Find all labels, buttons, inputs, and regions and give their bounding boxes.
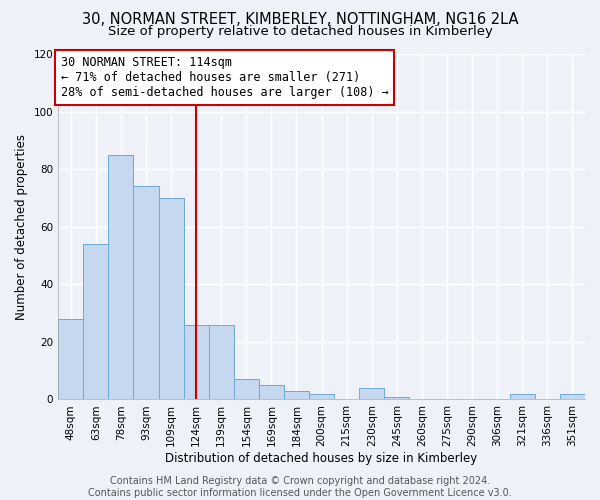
Text: Contains HM Land Registry data © Crown copyright and database right 2024.
Contai: Contains HM Land Registry data © Crown c… [88,476,512,498]
Bar [209,324,234,400]
X-axis label: Distribution of detached houses by size in Kimberley: Distribution of detached houses by size … [166,452,478,465]
Bar [184,324,209,400]
Bar [109,155,133,400]
Bar [83,244,109,400]
Bar [510,394,535,400]
Bar [158,198,184,400]
Text: Size of property relative to detached houses in Kimberley: Size of property relative to detached ho… [107,25,493,38]
Bar [58,319,83,400]
Y-axis label: Number of detached properties: Number of detached properties [15,134,28,320]
Bar [133,186,158,400]
Bar [234,380,259,400]
Text: 30 NORMAN STREET: 114sqm
← 71% of detached houses are smaller (271)
28% of semi-: 30 NORMAN STREET: 114sqm ← 71% of detach… [61,56,389,98]
Bar [259,385,284,400]
Bar [385,396,409,400]
Text: 30, NORMAN STREET, KIMBERLEY, NOTTINGHAM, NG16 2LA: 30, NORMAN STREET, KIMBERLEY, NOTTINGHAM… [82,12,518,28]
Bar [309,394,334,400]
Bar [359,388,385,400]
Bar [284,391,309,400]
Bar [560,394,585,400]
